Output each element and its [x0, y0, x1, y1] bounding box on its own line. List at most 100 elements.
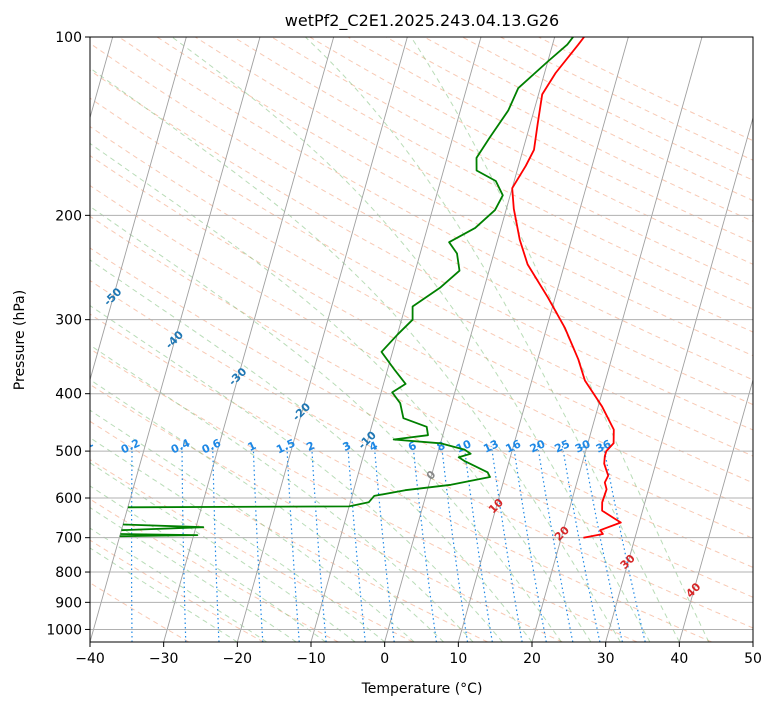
y-tick-label: 500 — [55, 444, 82, 460]
isotherm-label: -50 — [101, 285, 124, 308]
y-tick-label: 400 — [55, 387, 82, 403]
mixing-ratio-line — [490, 445, 523, 642]
mixing-ratio-line — [252, 445, 264, 642]
dry-adiabat — [90, 383, 563, 642]
isotherm-line — [236, 37, 408, 642]
moist-adiabat — [410, 37, 710, 642]
mixing-ratio-line — [582, 445, 623, 642]
moist-adiabat — [90, 67, 621, 642]
mixing-ratio-label: 20 — [528, 437, 548, 455]
moist-adiabat — [171, 37, 651, 642]
y-tick-label: 900 — [55, 595, 82, 611]
x-tick-label: 40 — [670, 651, 688, 667]
mixing-ratio-line — [373, 445, 395, 642]
mixing-ratio-label: 3 — [341, 439, 353, 454]
dry-adiabat — [90, 184, 753, 539]
moist-adiabat — [305, 37, 680, 642]
mixing-ratio-label: 0.6 — [200, 436, 223, 456]
dry-adiabat — [90, 348, 638, 642]
dry-adiabat — [90, 125, 753, 484]
isotherm-line — [531, 37, 703, 642]
moist-adiabat — [90, 437, 386, 642]
dry-adiabat — [156, 37, 753, 357]
x-tick-label: 0 — [380, 651, 389, 667]
moist-adiabat — [90, 205, 562, 642]
isotherm-line — [605, 116, 753, 642]
isotherm-label: -30 — [226, 365, 249, 388]
dry-adiabat — [347, 37, 753, 244]
dry-adiabat — [462, 37, 753, 181]
dry-adiabat — [194, 37, 753, 333]
mixing-ratio-label: 2 — [304, 439, 316, 454]
x-axis-ticks: −40 −30 −20 −10 0 10 20 30 40 50 — [75, 642, 762, 667]
dry-adiabat — [90, 42, 753, 406]
mixing-ratio-line — [537, 445, 574, 642]
isotherm-line — [384, 37, 556, 642]
moist-adiabat — [90, 547, 238, 642]
mixing-ratio-line — [513, 445, 547, 642]
mixing-ratio-label: 13 — [481, 437, 500, 455]
moist-adiabat — [90, 379, 444, 642]
mixing-ratio-label: 30 — [573, 437, 593, 455]
isotherm-line — [678, 378, 753, 642]
dry-adiabat — [90, 97, 753, 457]
y-axis-label: Pressure (hPa) — [12, 290, 28, 390]
mixing-ratio-label: 36 — [594, 437, 614, 455]
isotherm-line — [90, 37, 187, 382]
isotherm-label: -20 — [290, 400, 313, 423]
isotherm-label: 20 — [552, 523, 572, 543]
isotherm-label: -60 — [40, 241, 63, 264]
dry-adiabat — [90, 582, 190, 642]
dry-adiabat — [90, 247, 753, 598]
dry-adiabat — [423, 37, 753, 202]
y-tick-label: 600 — [55, 491, 82, 507]
mixing-ratio-line — [561, 445, 601, 642]
plot-frame — [89, 36, 754, 643]
x-axis-label: Temperature (°C) — [361, 681, 483, 697]
dry-adiabat — [271, 37, 753, 287]
mixing-ratio-line — [82, 446, 86, 642]
temperature-line — [511, 37, 622, 539]
mixing-ratio-label: 1 — [246, 439, 258, 454]
mixing-ratio-label: 0.2 — [119, 436, 142, 456]
mixing-ratio-label: 16 — [504, 437, 524, 455]
dry-adiabat — [500, 37, 753, 161]
isotherm-label: 0 — [424, 468, 439, 483]
x-tick-label: −10 — [296, 651, 326, 667]
dry-adiabat — [90, 420, 488, 642]
mixing-ratio-line — [286, 445, 300, 642]
x-tick-label: 10 — [449, 651, 467, 667]
y-axis-ticks: 1000 900 800 700 600 500 400 300 200 100 — [46, 30, 90, 638]
mixing-ratio-label: 10 — [454, 437, 474, 455]
moist-adiabat — [90, 142, 592, 642]
x-tick-label: 50 — [744, 651, 762, 667]
pressure-gridlines — [90, 36, 753, 630]
isopleth-labels: -100-90-80-70-60-50-40-30-20-10010203040… — [40, 241, 704, 600]
dry-adiabat — [538, 37, 753, 142]
mixing-ratio-label: 0.4 — [169, 436, 192, 456]
mixing-ratio-line — [603, 445, 646, 642]
mixing-ratio-line — [212, 445, 220, 642]
mixing-ratio-line — [181, 445, 187, 642]
dewpoint-spike-line — [121, 523, 205, 532]
dry-adiabat — [90, 155, 753, 511]
isotherm-line — [163, 37, 335, 642]
chart-title: wetPf2_C2E1.2025.243.04.13.G26 — [285, 11, 559, 31]
y-tick-label: 100 — [55, 30, 82, 46]
moist-adiabat — [90, 506, 297, 642]
mixing-ratio-label: 25 — [553, 437, 572, 455]
x-tick-label: −30 — [149, 651, 179, 667]
mixing-ratio-label: 8 — [435, 439, 447, 454]
dewpoint-spike-line — [119, 533, 199, 538]
dry-adiabat — [90, 313, 712, 642]
isotherm-line — [90, 37, 261, 642]
y-tick-label: 1000 — [46, 622, 82, 638]
background-lines — [82, 37, 753, 642]
isotherm-label: 30 — [618, 552, 638, 572]
y-tick-label: 200 — [55, 208, 82, 224]
y-tick-label: 300 — [55, 313, 82, 329]
x-tick-label: −40 — [75, 651, 105, 667]
dewpoint-line — [127, 37, 574, 509]
x-tick-label: −20 — [223, 651, 253, 667]
mixing-ratio-line — [131, 445, 133, 642]
